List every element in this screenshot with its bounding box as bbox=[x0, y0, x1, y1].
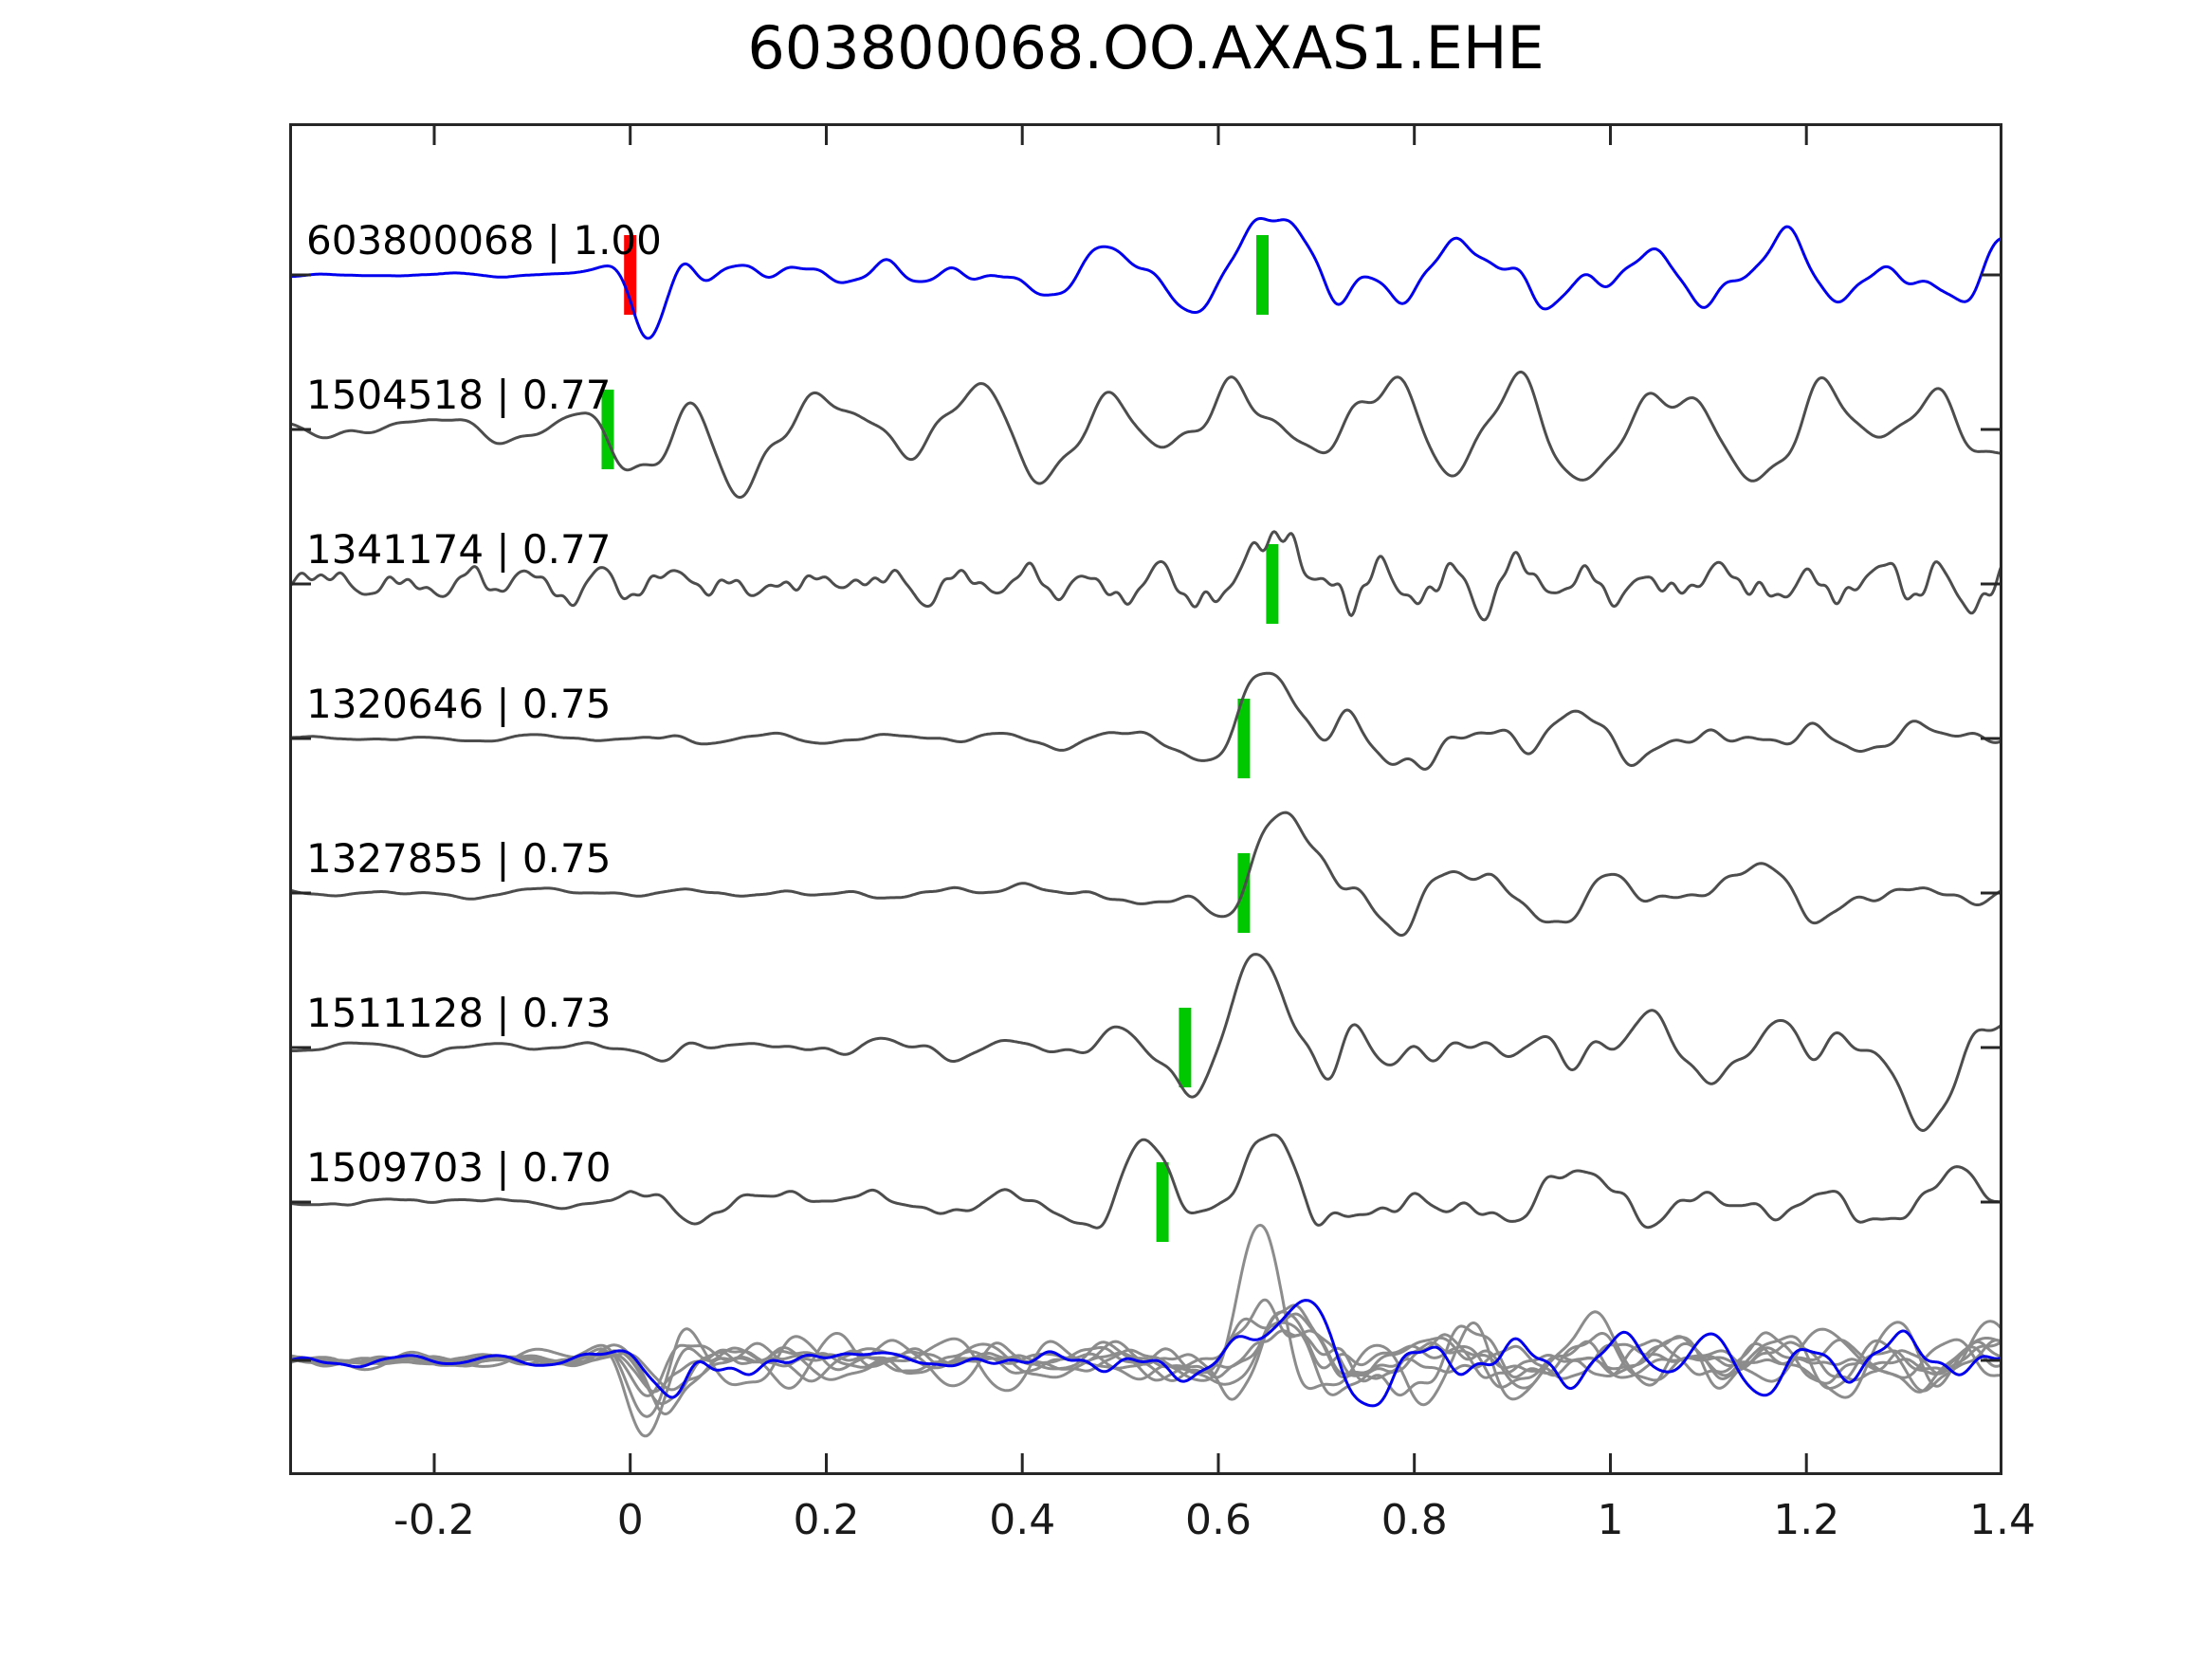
overlay-waveform-reference bbox=[289, 1299, 2002, 1408]
pick-marker-green bbox=[1237, 699, 1251, 778]
pick-marker-green bbox=[1266, 544, 1279, 624]
x-tick-label: 0 bbox=[616, 1496, 644, 1544]
trace-label-603800068: 603800068 | 1.00 bbox=[306, 217, 662, 264]
pick-marker-green bbox=[1156, 1162, 1169, 1242]
trace-label-1320646: 1320646 | 0.75 bbox=[306, 681, 612, 727]
x-tick-label: 1.2 bbox=[1773, 1496, 1840, 1544]
waveform-1511128 bbox=[289, 953, 2002, 1132]
overlay-waveform bbox=[289, 1223, 2002, 1438]
waveform-603800068 bbox=[289, 217, 2002, 340]
pick-marker-green bbox=[1256, 235, 1269, 315]
pick-marker-green bbox=[1179, 1008, 1192, 1087]
trace-label-1504518: 1504518 | 0.77 bbox=[306, 372, 612, 418]
x-tick-label: 1 bbox=[1597, 1496, 1624, 1544]
overlay-waveform bbox=[289, 1329, 2002, 1394]
trace-label-1509703: 1509703 | 0.70 bbox=[306, 1144, 612, 1191]
waveform-1509703 bbox=[289, 1133, 2002, 1230]
waveform-1320646 bbox=[289, 671, 2002, 771]
plot-border bbox=[289, 123, 2002, 1475]
x-tick-label: -0.2 bbox=[393, 1496, 475, 1544]
x-tick-label: 0.2 bbox=[793, 1496, 860, 1544]
trace-label-1511128: 1511128 | 0.73 bbox=[306, 990, 612, 1036]
x-tick-label: 0.4 bbox=[989, 1496, 1056, 1544]
figure-title: 603800068.OO.AXAS1.EHE bbox=[747, 13, 1545, 82]
waveform-1327855 bbox=[289, 811, 2002, 938]
x-tick-label: 0.6 bbox=[1184, 1496, 1252, 1544]
trace-label-1327855: 1327855 | 0.75 bbox=[306, 835, 612, 882]
plot-area bbox=[289, 123, 2002, 1475]
overlay-waveform bbox=[289, 1312, 2002, 1392]
waveform-1504518 bbox=[289, 370, 2002, 500]
trace-label-1341174: 1341174 | 0.77 bbox=[306, 526, 612, 573]
overlay-waveform bbox=[289, 1304, 2002, 1406]
waveform-1341174 bbox=[289, 530, 2002, 622]
x-tick-label: 1.4 bbox=[1969, 1496, 2036, 1544]
x-tick-label: 0.8 bbox=[1380, 1496, 1448, 1544]
